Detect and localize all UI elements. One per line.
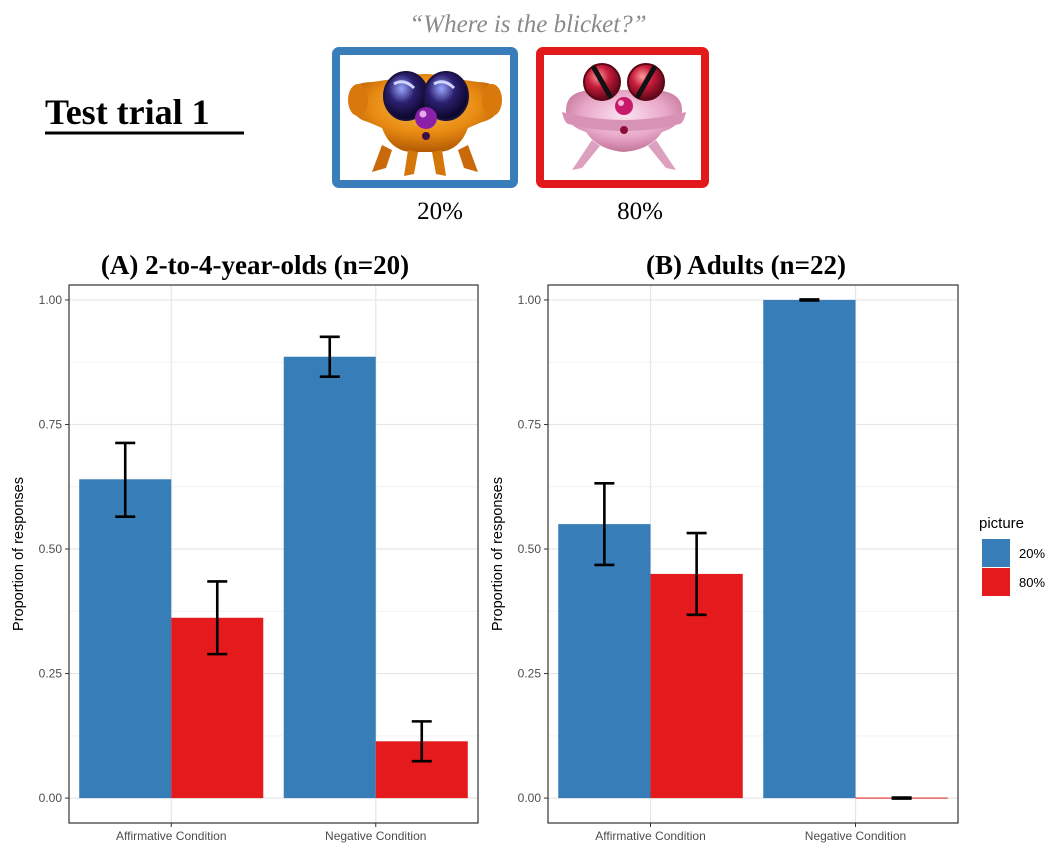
pink-alien-creature-icon bbox=[562, 63, 686, 170]
error-bar bbox=[411, 720, 432, 763]
bar-20-affirmative bbox=[79, 479, 172, 799]
panel-a-plot: 0.00 0.25 0.50 0.75 1.00 Affirmative Conditio… bbox=[11, 284, 479, 843]
bar-20-negative bbox=[283, 356, 376, 799]
question-text: “Where is the blicket?” bbox=[409, 11, 646, 38]
bar-20-negative bbox=[763, 299, 856, 799]
trial-title: Test trial 1 bbox=[45, 92, 210, 132]
picture-80-percent: 80% bbox=[536, 47, 709, 225]
plot-border bbox=[547, 284, 959, 824]
y-tick-label: 0.00 bbox=[518, 791, 542, 805]
panel-a-title: (A) 2-to-4-year-olds (n=20) bbox=[101, 250, 409, 280]
legend: picture 20% 80% bbox=[979, 515, 1045, 596]
y-tick-label: 0.25 bbox=[518, 667, 542, 681]
y-tick-label: 0.50 bbox=[39, 542, 63, 556]
error-bar bbox=[686, 531, 707, 617]
y-axis-label: Proportion of responses bbox=[490, 477, 506, 631]
panel-b-plot: 0.00 0.25 0.50 0.75 1.00 Affirmative Conditio… bbox=[490, 284, 959, 843]
x-tick-label: Affirmative Condition bbox=[116, 829, 227, 843]
error-bar bbox=[115, 441, 136, 518]
error-bar bbox=[594, 481, 615, 567]
legend-label-20: 20% bbox=[1019, 546, 1045, 561]
error-bar bbox=[207, 580, 228, 656]
y-tick-label: 0.00 bbox=[39, 791, 63, 805]
error-bar bbox=[799, 298, 820, 302]
x-tick-label: Affirmative Condition bbox=[595, 829, 706, 843]
y-tick-label: 0.50 bbox=[518, 542, 542, 556]
y-tick-label: 1.00 bbox=[518, 293, 542, 307]
panel-b-title: (B) Adults (n=22) bbox=[646, 250, 846, 280]
legend-title: picture bbox=[979, 515, 1024, 532]
legend-label-80: 80% bbox=[1019, 575, 1045, 590]
y-tick-label: 0.75 bbox=[39, 417, 63, 431]
legend-swatch-80 bbox=[982, 568, 1010, 596]
picture-20-label: 20% bbox=[417, 198, 463, 225]
y-tick-label: 1.00 bbox=[39, 293, 63, 307]
x-tick-label: Negative Condition bbox=[805, 829, 906, 843]
y-tick-label: 0.25 bbox=[39, 667, 63, 681]
orange-alien-creature-icon bbox=[348, 71, 502, 176]
y-axis-label: Proportion of responses bbox=[11, 477, 27, 631]
picture-80-label: 80% bbox=[617, 198, 663, 225]
x-tick-label: Negative Condition bbox=[325, 829, 426, 843]
bar-20-affirmative bbox=[558, 524, 651, 799]
plot-border bbox=[68, 284, 479, 824]
legend-swatch-20 bbox=[982, 539, 1010, 567]
error-bar bbox=[891, 796, 912, 800]
error-bar bbox=[319, 335, 340, 378]
picture-20-percent: 20% bbox=[332, 47, 518, 225]
y-tick-label: 0.75 bbox=[518, 417, 542, 431]
